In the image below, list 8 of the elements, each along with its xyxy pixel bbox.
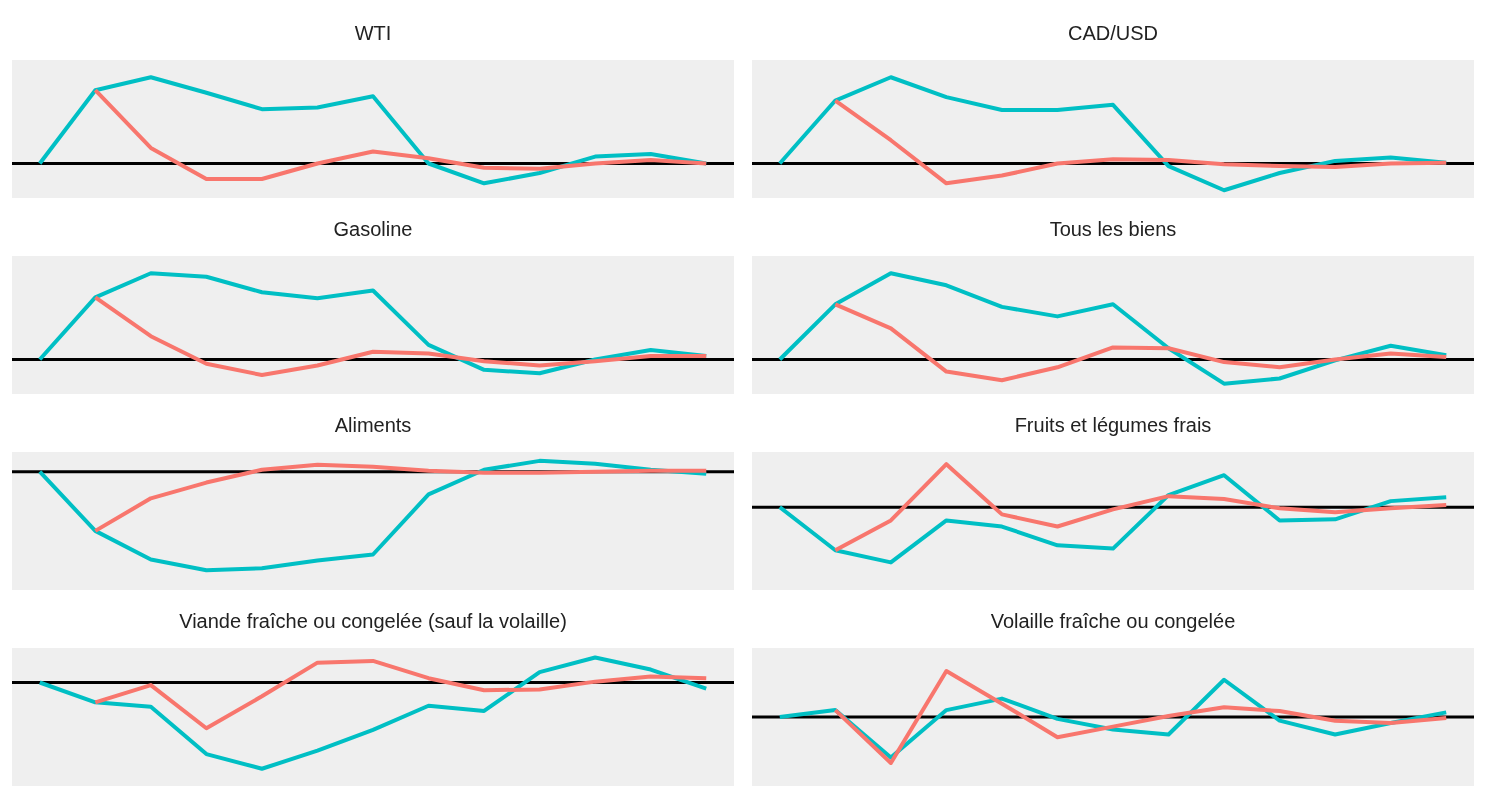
chart-title: Gasoline: [333, 217, 413, 240]
chart-title: Tous les biens: [1049, 217, 1177, 240]
chart-title: Viande fraîche ou congelée (sauf la volaille): [179, 609, 567, 632]
chart-title: WTI: [354, 21, 392, 44]
chart-title: Aliments: [334, 413, 412, 436]
chart-title: Fruits et légumes frais: [1014, 413, 1212, 436]
chart-title: Volaille fraîche ou congelée: [990, 609, 1236, 632]
chart-title: CAD/USD: [1067, 21, 1159, 44]
